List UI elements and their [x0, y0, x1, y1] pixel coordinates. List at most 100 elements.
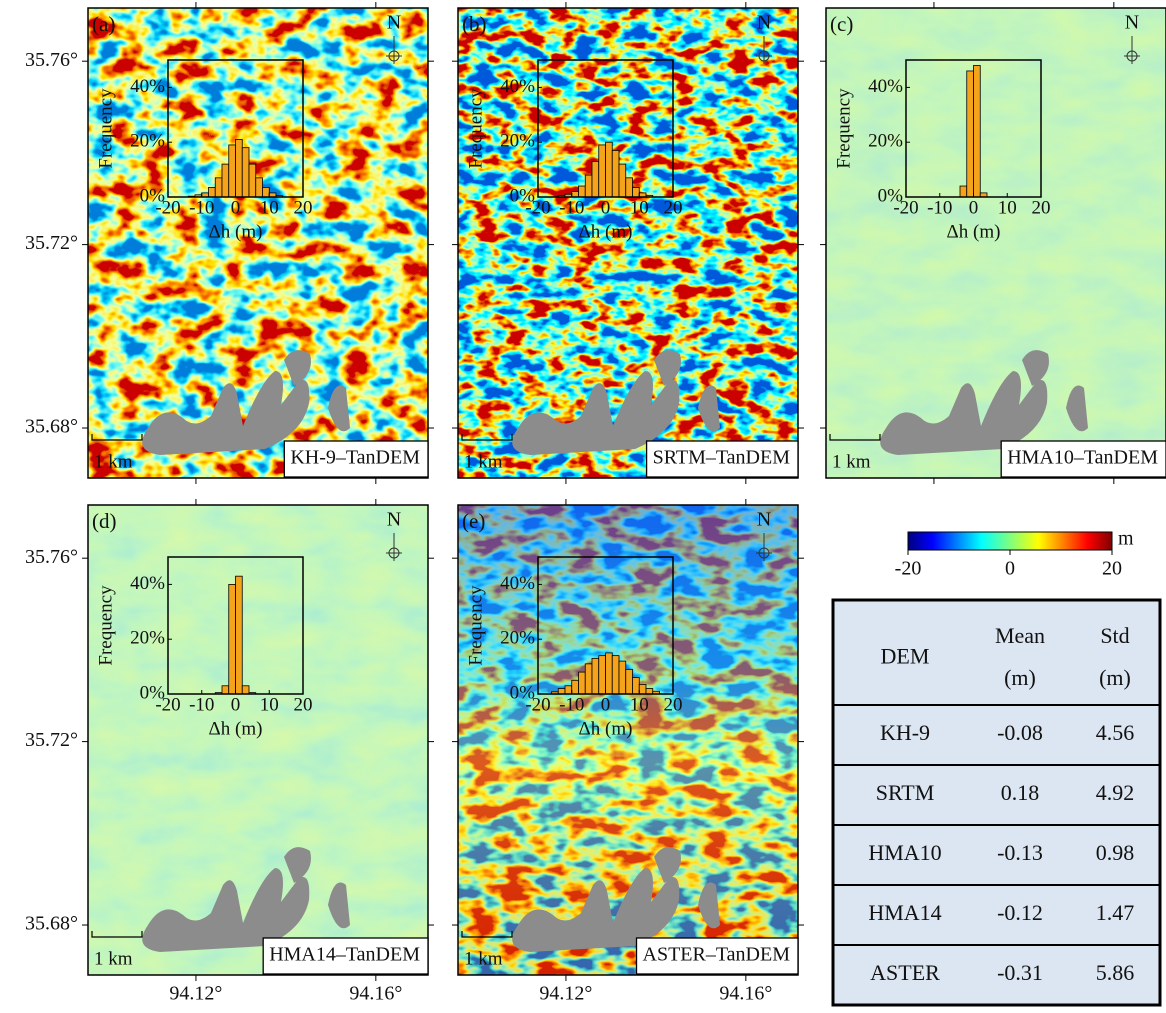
y-tick-label: 20%	[130, 131, 165, 152]
x-tick-label: -10	[927, 197, 952, 218]
histogram-bar	[572, 192, 579, 197]
table-cell: 0.18	[1001, 780, 1040, 805]
histogram-bar	[249, 164, 256, 197]
histogram-bar	[612, 656, 619, 694]
histogram-bar	[626, 178, 633, 197]
x-tick-label: 10	[260, 694, 279, 715]
histogram-bar	[229, 584, 236, 694]
table-header: Mean	[995, 623, 1045, 648]
histogram-bar	[585, 664, 592, 694]
panel-label: (b)	[462, 12, 487, 36]
histogram-bar	[646, 689, 653, 694]
panel-label: (c)	[830, 12, 853, 36]
panel-name: ASTER–TanDEM	[643, 944, 791, 966]
y-tick-label: 35.72°	[25, 729, 78, 751]
y-tick-label: 0%	[510, 682, 536, 703]
y-tick-label: 40%	[500, 573, 535, 594]
table-cell: KH-9	[880, 720, 930, 745]
colorbar	[908, 532, 1112, 550]
x-tick-label: -10	[189, 197, 214, 218]
histogram-bar	[606, 653, 613, 694]
figure: 35.76°35.72°35.68°(a)N1 kmKH-9–TanDEM(b)…	[0, 0, 1166, 1013]
histogram-bar	[592, 161, 599, 197]
y-tick-label: 20%	[500, 131, 535, 152]
x-tick-label: 20	[294, 197, 313, 218]
x-tick-label: 94.16°	[719, 983, 772, 1005]
histogram-bar	[626, 669, 633, 694]
north-arrow-label: N	[1125, 12, 1139, 34]
y-tick-label: 35.72°	[25, 232, 78, 254]
x-tick-label: 94.12°	[169, 983, 222, 1005]
histogram-bar	[565, 686, 572, 694]
histogram-bar	[606, 142, 613, 197]
x-tick-label: -10	[559, 197, 584, 218]
y-axis-label: Frequency	[95, 88, 116, 169]
histogram-bar	[960, 186, 967, 197]
histogram-bar	[229, 145, 236, 197]
table-cell: 0.98	[1096, 840, 1135, 865]
x-tick-label: 0	[969, 197, 979, 218]
x-axis-label: Δh (m)	[947, 221, 1001, 242]
y-axis-label: Frequency	[465, 585, 486, 666]
histogram-bar	[612, 150, 619, 197]
scale-bar-label: 1 km	[464, 451, 503, 472]
x-tick-label: 0	[231, 694, 241, 715]
x-tick-label: 94.16°	[349, 983, 402, 1005]
histogram-bar	[619, 661, 626, 694]
north-arrow-label: N	[757, 12, 771, 34]
x-tick-label: 10	[260, 197, 279, 218]
x-tick-label: -10	[559, 694, 584, 715]
x-tick-label: 10	[998, 197, 1017, 218]
x-axis-label: Δh (m)	[209, 718, 263, 739]
y-tick-label: 20%	[130, 628, 165, 649]
histogram-bar	[619, 164, 626, 197]
y-tick-label: 40%	[500, 76, 535, 97]
y-axis-label: Frequency	[833, 88, 854, 169]
histogram-bar	[236, 139, 243, 197]
scale-bar-label: 1 km	[832, 451, 871, 472]
scale-bar-label: 1 km	[94, 451, 133, 472]
x-tick-label: 20	[1032, 197, 1051, 218]
y-tick-label: 20%	[868, 131, 903, 152]
y-tick-label: 40%	[130, 76, 165, 97]
colorbar-tick-label: -20	[895, 558, 922, 580]
table-cell: HMA10	[868, 840, 941, 865]
panel-name: HMA14–TanDEM	[269, 944, 420, 966]
y-tick-label: 0%	[510, 185, 536, 206]
table-cell: HMA14	[868, 900, 941, 925]
scale-bar-label: 1 km	[464, 948, 503, 969]
table-cell: -0.08	[997, 720, 1043, 745]
colorbar-unit: m	[1118, 528, 1134, 550]
x-axis-label: Δh (m)	[209, 221, 263, 242]
y-tick-label: 35.68°	[25, 416, 78, 438]
histogram-bar	[639, 684, 646, 694]
table-cell: ASTER	[870, 960, 940, 985]
y-axis-label: Frequency	[465, 88, 486, 169]
histogram-bar	[592, 658, 599, 694]
panel-name: KH-9–TanDEM	[290, 447, 420, 469]
histogram-bar	[579, 186, 586, 197]
histogram-bar	[256, 178, 263, 197]
y-tick-label: 35.68°	[25, 913, 78, 935]
table-cell: SRTM	[876, 780, 935, 805]
y-tick-label: 0%	[140, 682, 166, 703]
table-cell: -0.31	[997, 960, 1043, 985]
table-header: (m)	[1099, 665, 1131, 690]
x-tick-label: 10	[630, 197, 649, 218]
table-cell: 5.86	[1096, 960, 1135, 985]
y-tick-label: 40%	[868, 76, 903, 97]
x-tick-label: 20	[294, 694, 313, 715]
histogram-bar	[599, 145, 606, 197]
histogram-bar	[633, 678, 640, 694]
histogram-bar	[974, 65, 981, 197]
histogram-bar	[572, 680, 579, 694]
y-axis-label: Frequency	[95, 585, 116, 666]
histogram-bar	[585, 175, 592, 197]
colorbar-tick-label: 20	[1102, 558, 1122, 580]
x-tick-label: 94.12°	[539, 983, 592, 1005]
table-cell: 1.47	[1096, 900, 1135, 925]
y-tick-label: 0%	[878, 185, 904, 206]
histogram-bar	[242, 686, 249, 694]
x-tick-label: -10	[189, 694, 214, 715]
north-arrow-label: N	[387, 12, 401, 34]
